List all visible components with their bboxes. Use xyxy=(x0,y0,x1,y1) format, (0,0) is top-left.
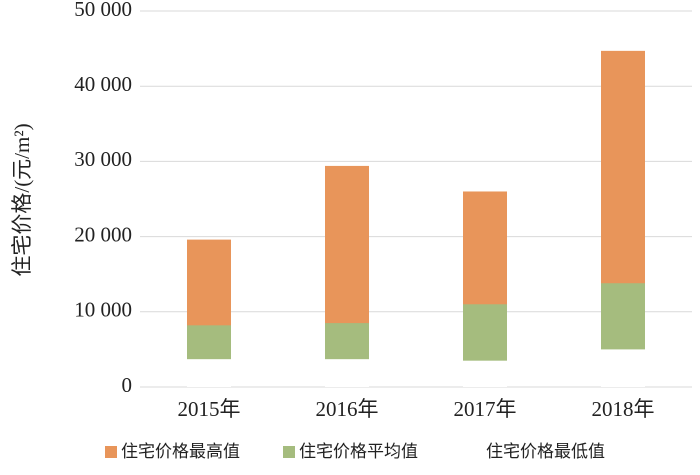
x-tick-label: 2018年 xyxy=(592,397,655,421)
x-tick-label: 2015年 xyxy=(178,397,241,421)
y-tick-label: 50 000 xyxy=(74,0,132,21)
bar xyxy=(601,349,645,387)
bar xyxy=(187,359,231,387)
y-tick-label: 40 000 xyxy=(74,72,132,96)
legend-label: 住宅价格最高值 xyxy=(121,442,240,461)
legend-label: 住宅价格最低值 xyxy=(486,442,605,461)
y-tick-label: 10 000 xyxy=(74,298,132,322)
y-tick-label: 0 xyxy=(122,373,133,397)
y-tick-label: 30 000 xyxy=(74,147,132,171)
legend-swatch xyxy=(105,446,117,458)
y-axis-label: 住宅价格/(元/m²) xyxy=(10,123,34,276)
bar xyxy=(463,360,507,387)
legend-label: 住宅价格平均值 xyxy=(299,442,418,461)
y-tick-label: 20 000 xyxy=(74,222,132,246)
x-tick-label: 2017年 xyxy=(454,397,517,421)
legend-swatch xyxy=(283,446,295,458)
legend-swatch xyxy=(470,446,482,458)
bar xyxy=(325,359,369,387)
x-tick-label: 2016年 xyxy=(316,397,379,421)
